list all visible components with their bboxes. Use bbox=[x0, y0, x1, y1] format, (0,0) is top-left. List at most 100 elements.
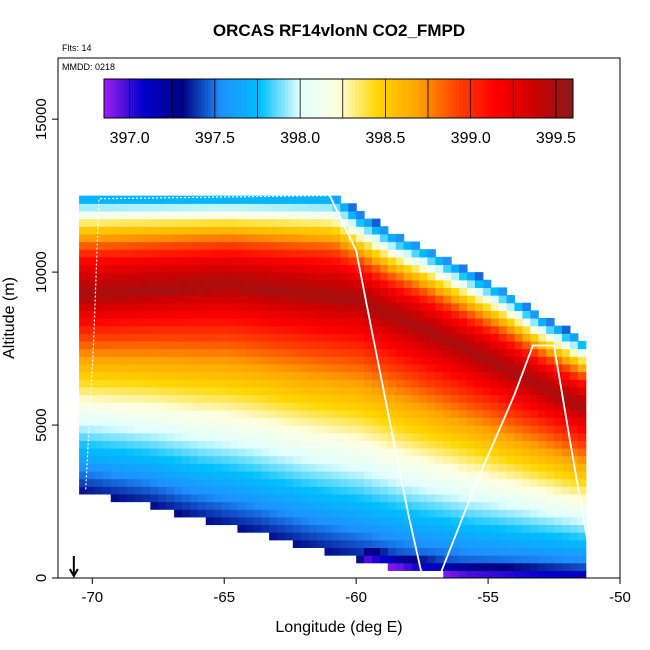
heatmap-cell bbox=[197, 440, 207, 449]
heatmap-cell bbox=[79, 233, 88, 243]
heatmap-cell bbox=[277, 356, 286, 365]
heatmap-cell bbox=[332, 470, 341, 480]
heatmap-cell bbox=[459, 302, 468, 311]
heatmap-cell bbox=[530, 524, 539, 533]
heatmap-cell bbox=[364, 356, 373, 365]
heatmap-cell bbox=[546, 348, 555, 357]
heatmap-cell bbox=[87, 340, 96, 350]
heatmap-cell bbox=[79, 210, 88, 220]
heatmap-cell bbox=[466, 340, 476, 350]
heatmap-cell bbox=[403, 470, 413, 480]
heatmap-cell bbox=[189, 226, 199, 235]
heatmap-cell bbox=[371, 539, 381, 549]
heatmap-cell bbox=[340, 417, 349, 426]
heatmap-cell bbox=[229, 394, 239, 403]
heatmap-cell bbox=[110, 470, 120, 480]
heatmap-cell bbox=[538, 417, 547, 426]
heatmap-cell bbox=[403, 455, 413, 464]
heatmap-cell bbox=[340, 386, 349, 396]
heatmap-cell bbox=[403, 379, 413, 388]
heatmap-cell bbox=[443, 333, 452, 342]
heatmap-cell bbox=[102, 264, 112, 273]
heatmap-cell bbox=[213, 210, 223, 220]
heatmap-cell bbox=[379, 241, 389, 250]
heatmap-cell bbox=[237, 524, 246, 533]
heatmap-cell bbox=[459, 394, 468, 403]
heatmap-cell bbox=[451, 432, 460, 441]
heatmap-cell bbox=[459, 318, 468, 327]
heatmap-cell bbox=[474, 402, 484, 411]
heatmap-cell bbox=[490, 409, 500, 419]
colorbar-swatch bbox=[114, 79, 118, 118]
heatmap-cell bbox=[459, 279, 468, 289]
heatmap-cell bbox=[435, 562, 444, 571]
heatmap-cell bbox=[332, 547, 341, 556]
heatmap-cell bbox=[569, 547, 579, 556]
heatmap-cell bbox=[538, 386, 547, 396]
heatmap-cell bbox=[459, 425, 468, 434]
heatmap-cell bbox=[364, 455, 373, 464]
heatmap-cell bbox=[577, 455, 587, 464]
heatmap-cell bbox=[166, 210, 175, 220]
heatmap-cell bbox=[451, 486, 460, 495]
heatmap-cell bbox=[316, 417, 326, 426]
heatmap-cell bbox=[324, 386, 334, 396]
colorbar-swatch bbox=[214, 79, 219, 118]
heatmap-cell bbox=[498, 509, 508, 518]
heatmap-cell bbox=[300, 340, 310, 350]
heatmap-cell bbox=[237, 348, 246, 357]
heatmap-cell bbox=[213, 318, 223, 327]
heatmap-cell bbox=[459, 478, 468, 487]
heatmap-cell bbox=[395, 417, 405, 426]
heatmap-cell bbox=[308, 340, 318, 350]
colorbar-swatch bbox=[442, 79, 447, 118]
colorbar-swatch bbox=[516, 79, 520, 118]
heatmap-cell bbox=[134, 470, 144, 480]
heatmap-cell bbox=[213, 402, 223, 411]
heatmap-cell bbox=[530, 516, 539, 526]
heatmap-cell bbox=[403, 448, 413, 457]
heatmap-cell bbox=[538, 409, 547, 419]
heatmap-cell bbox=[371, 409, 381, 419]
heatmap-cell bbox=[284, 287, 294, 296]
heatmap-cell bbox=[324, 448, 334, 457]
heatmap-cell bbox=[213, 363, 223, 373]
heatmap-cell bbox=[379, 371, 389, 380]
heatmap-cell bbox=[538, 402, 547, 411]
colorbar-swatch bbox=[321, 79, 326, 118]
y-axis-label: Altitude (m) bbox=[1, 277, 18, 359]
heatmap-cell bbox=[102, 386, 112, 396]
heatmap-cell bbox=[261, 417, 270, 426]
heatmap-cell bbox=[126, 272, 136, 281]
heatmap-cell bbox=[546, 379, 555, 388]
heatmap-cell bbox=[182, 501, 191, 510]
heatmap-cell bbox=[340, 432, 349, 441]
heatmap-cell bbox=[435, 455, 444, 464]
heatmap-cell bbox=[427, 264, 436, 273]
heatmap-cell bbox=[245, 440, 254, 449]
heatmap-cell bbox=[411, 417, 421, 426]
heatmap-cell bbox=[459, 539, 468, 549]
heatmap-cell bbox=[277, 348, 286, 357]
heatmap-cell bbox=[221, 195, 231, 204]
heatmap-cell bbox=[506, 371, 516, 380]
x-axis-label: Longitude (deg E) bbox=[275, 619, 402, 636]
heatmap-cell bbox=[506, 302, 516, 311]
heatmap-cell bbox=[261, 455, 270, 464]
heatmap-cell bbox=[466, 455, 476, 464]
heatmap-cell bbox=[316, 402, 326, 411]
heatmap-cell bbox=[229, 249, 239, 258]
heatmap-cell bbox=[189, 272, 199, 281]
heatmap-cell bbox=[102, 333, 112, 342]
heatmap-cell bbox=[110, 348, 120, 357]
heatmap-cell bbox=[229, 333, 239, 342]
heatmap-cell bbox=[300, 524, 310, 533]
heatmap-cell bbox=[245, 432, 254, 441]
heatmap-cell bbox=[466, 509, 476, 518]
heatmap-cell bbox=[379, 478, 389, 487]
heatmap-cell bbox=[110, 417, 120, 426]
heatmap-cell bbox=[182, 340, 191, 350]
heatmap-cell bbox=[182, 325, 191, 334]
heatmap-cell bbox=[174, 432, 183, 441]
heatmap-cell bbox=[308, 394, 318, 403]
